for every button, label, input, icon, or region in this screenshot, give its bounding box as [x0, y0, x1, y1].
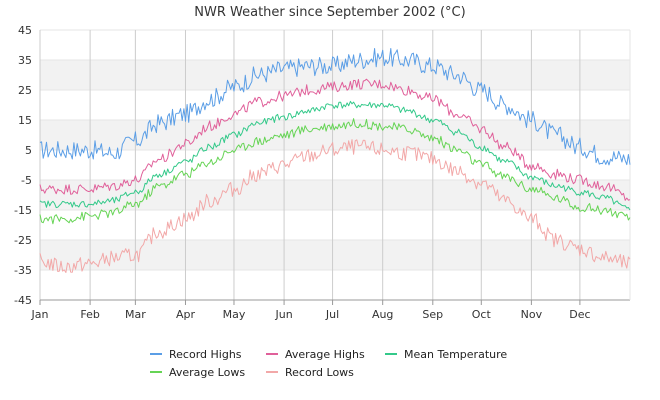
series-line-mean-temperature	[39, 100, 631, 211]
legend-label: Record Highs	[169, 348, 242, 361]
x-tick-label: Dec	[569, 308, 590, 321]
x-tick-label: Oct	[472, 308, 492, 321]
vertical-gridlines	[39, 30, 581, 300]
legend-item[interactable]: Average Lows	[150, 366, 245, 379]
x-tick-label: Sep	[422, 308, 443, 321]
x-tick-label: May	[223, 308, 246, 321]
y-tick-label: 15	[18, 114, 32, 127]
x-tick-label: Aug	[372, 308, 393, 321]
y-tick-label: -45	[14, 294, 32, 307]
plot-band	[40, 120, 630, 150]
legend[interactable]: Record Highs Average Highs Mean Temperatur…	[150, 348, 507, 379]
y-tick-label: 45	[18, 24, 32, 37]
y-tick-label: 25	[18, 84, 32, 97]
legend-item[interactable]: Record Lows	[266, 366, 354, 379]
y-axis-ticks: 45 35 25 15 5 -5 -15 -25 -35 -45	[14, 24, 32, 307]
y-tick-label: 5	[25, 144, 32, 157]
x-tick-label: Jun	[274, 308, 292, 321]
y-tick-label: 35	[18, 54, 32, 67]
x-tick-label: Mar	[125, 308, 146, 321]
legend-item[interactable]: Record Highs	[150, 348, 242, 361]
legend-label: Average Highs	[285, 348, 365, 361]
series-line-record-lows	[39, 139, 631, 273]
x-tick-label: Jan	[31, 308, 49, 321]
y-tick-label: -25	[14, 234, 32, 247]
y-tick-label: -35	[14, 264, 32, 277]
x-tick-label: Apr	[176, 308, 196, 321]
y-tick-label: -5	[21, 174, 32, 187]
series-line-average-highs	[39, 78, 631, 201]
series-line-record-highs	[39, 48, 631, 166]
series-lines	[39, 48, 631, 273]
plot-bands	[40, 29, 630, 301]
x-tick-label: Feb	[80, 308, 99, 321]
legend-label: Average Lows	[169, 366, 245, 379]
legend-item[interactable]: Mean Temperature	[385, 348, 507, 361]
x-tick-label: Jul	[325, 308, 339, 321]
y-tick-label: -15	[14, 204, 32, 217]
chart-title: NWR Weather since September 2002 (°C)	[194, 5, 465, 20]
x-tick-label: Nov	[521, 308, 543, 321]
legend-label: Record Lows	[285, 366, 354, 379]
legend-label: Mean Temperature	[404, 348, 507, 361]
x-axis-ticks: Jan Feb Mar Apr May Jun Jul Aug Sep Oct Nov Dec	[31, 300, 591, 321]
plot-band	[40, 240, 630, 270]
legend-item[interactable]: Average Highs	[266, 348, 365, 361]
series-line-average-lows	[39, 118, 631, 225]
